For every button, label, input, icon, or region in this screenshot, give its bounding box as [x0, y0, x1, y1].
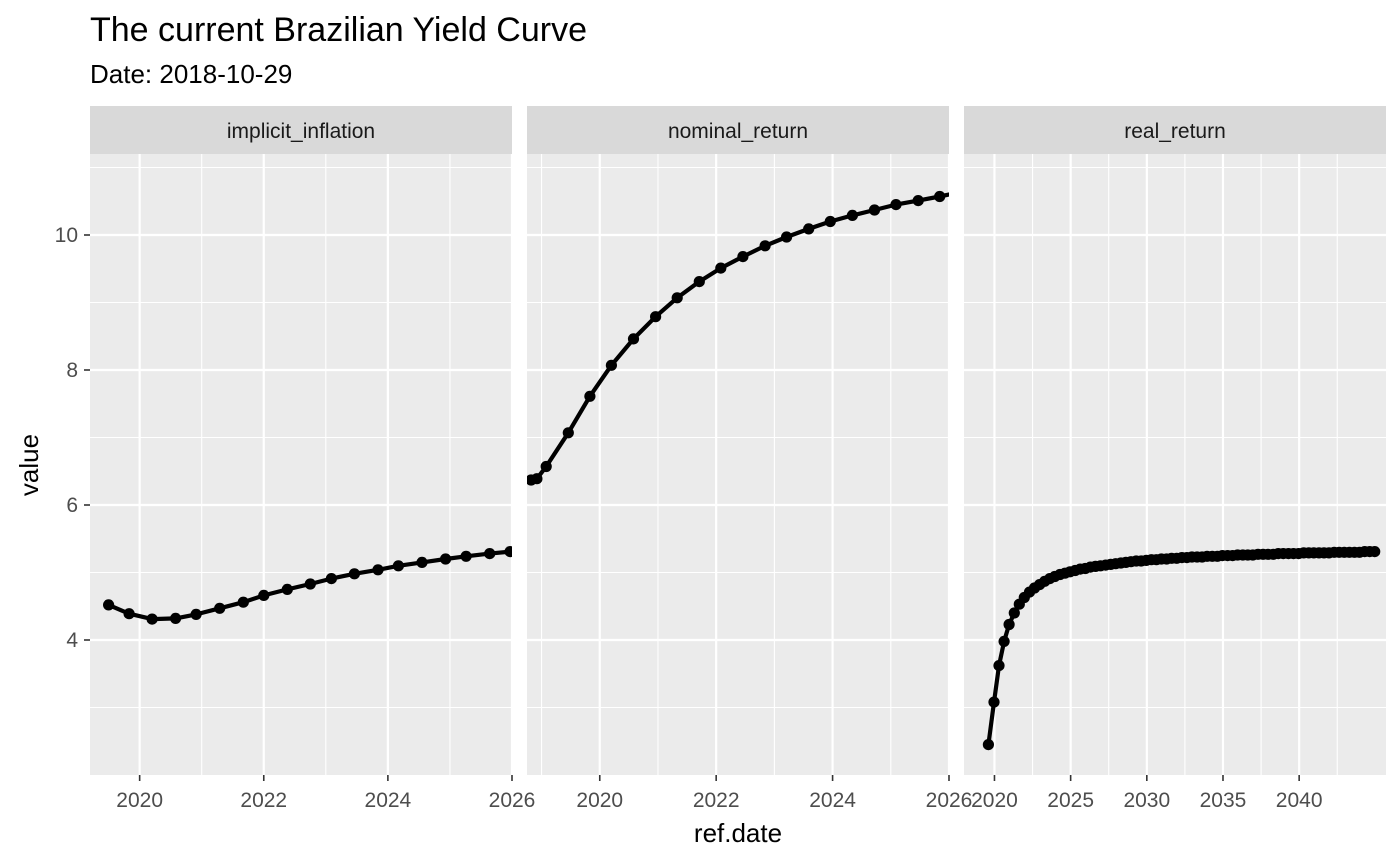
y-tick-label: 6 — [66, 494, 78, 517]
x-tick-label: 2026 — [489, 789, 536, 812]
panel-content — [90, 154, 512, 775]
y-tick-label: 10 — [55, 224, 78, 247]
data-point — [781, 231, 793, 243]
data-point — [912, 195, 924, 207]
data-point — [890, 199, 902, 211]
data-point — [325, 573, 337, 585]
y-tick-label: 8 — [66, 359, 78, 382]
data-point — [715, 262, 727, 274]
data-point — [123, 608, 135, 620]
data-point — [540, 460, 552, 473]
data-point — [627, 333, 640, 345]
x-tick-label: 2026 — [926, 789, 973, 812]
x-tick-label: 2035 — [1200, 789, 1247, 812]
data-point — [993, 660, 1005, 672]
facet-strip — [964, 106, 1386, 154]
x-tick-label: 2024 — [365, 789, 412, 812]
data-point — [281, 583, 293, 596]
data-point — [846, 209, 859, 221]
x-tick-label: 2022 — [240, 789, 287, 812]
data-point — [988, 696, 1000, 708]
data-point — [190, 608, 202, 621]
data-point — [759, 240, 771, 252]
x-tick-label: 2040 — [1276, 789, 1323, 812]
facet-strip — [90, 106, 512, 154]
facet-real_return: real_return 2020 2025 2030 2035 2040 — [964, 106, 1386, 812]
data-point — [440, 553, 452, 565]
data-point — [258, 589, 270, 602]
data-point — [103, 599, 115, 611]
x-tick-label: 2020 — [116, 789, 163, 812]
data-point — [214, 602, 226, 614]
facet-strip — [527, 106, 949, 154]
facet-strip-label: implicit_inflation — [227, 120, 375, 143]
facet-implicit_inflation: implicit_inflation 2020 2022 2024 2026 — [90, 106, 535, 812]
data-point — [671, 292, 683, 304]
y-axis: 4 6 8 10 — [55, 224, 90, 652]
data-point — [1369, 546, 1381, 558]
chart-subtitle: Date: 2018-10-29 — [90, 59, 292, 89]
data-point — [562, 427, 574, 439]
data-point — [998, 635, 1010, 648]
data-point — [605, 359, 618, 371]
data-point — [1008, 607, 1020, 619]
panel-content — [527, 154, 949, 775]
facet-strip-label: nominal_return — [668, 120, 808, 143]
panel-background — [527, 154, 949, 775]
data-point — [304, 578, 316, 590]
y-tick-label: 4 — [66, 629, 78, 652]
data-point — [504, 546, 512, 558]
data-point — [392, 560, 404, 572]
series-line-nominal_return — [529, 192, 949, 483]
data-point — [824, 215, 836, 228]
data-point — [1003, 618, 1015, 631]
data-point — [484, 548, 496, 560]
data-point — [982, 739, 995, 751]
y-axis-title: value — [14, 434, 44, 496]
panel-background — [964, 154, 1386, 775]
x-tick-label: 2025 — [1047, 789, 1094, 812]
panel-background — [90, 154, 512, 775]
panel-content — [964, 154, 1386, 775]
chart-title: The current Brazilian Yield Curve — [90, 11, 587, 49]
data-point — [934, 190, 946, 203]
data-point — [460, 550, 472, 562]
data-point — [146, 613, 158, 625]
x-axis-title: ref.date — [694, 818, 782, 848]
data-point — [868, 204, 881, 216]
facet-strip-label: real_return — [1124, 120, 1226, 143]
x-tick-label: 2020 — [971, 789, 1018, 812]
x-tick-label: 2024 — [809, 789, 856, 812]
data-point — [803, 223, 815, 235]
data-point — [584, 390, 596, 402]
data-point — [170, 612, 182, 625]
data-point — [416, 556, 428, 569]
data-point — [737, 251, 749, 263]
facet-nominal_return: nominal_return 2020 2022 2024 2026 — [527, 106, 973, 812]
data-point — [237, 596, 249, 608]
data-point — [650, 311, 662, 323]
data-point — [693, 276, 705, 288]
x-tick-label: 2022 — [693, 789, 740, 812]
data-point — [372, 564, 384, 576]
x-tick-label: 2020 — [576, 789, 623, 812]
x-tick-label: 2030 — [1123, 789, 1170, 812]
data-point — [531, 473, 543, 485]
data-point — [348, 568, 360, 580]
